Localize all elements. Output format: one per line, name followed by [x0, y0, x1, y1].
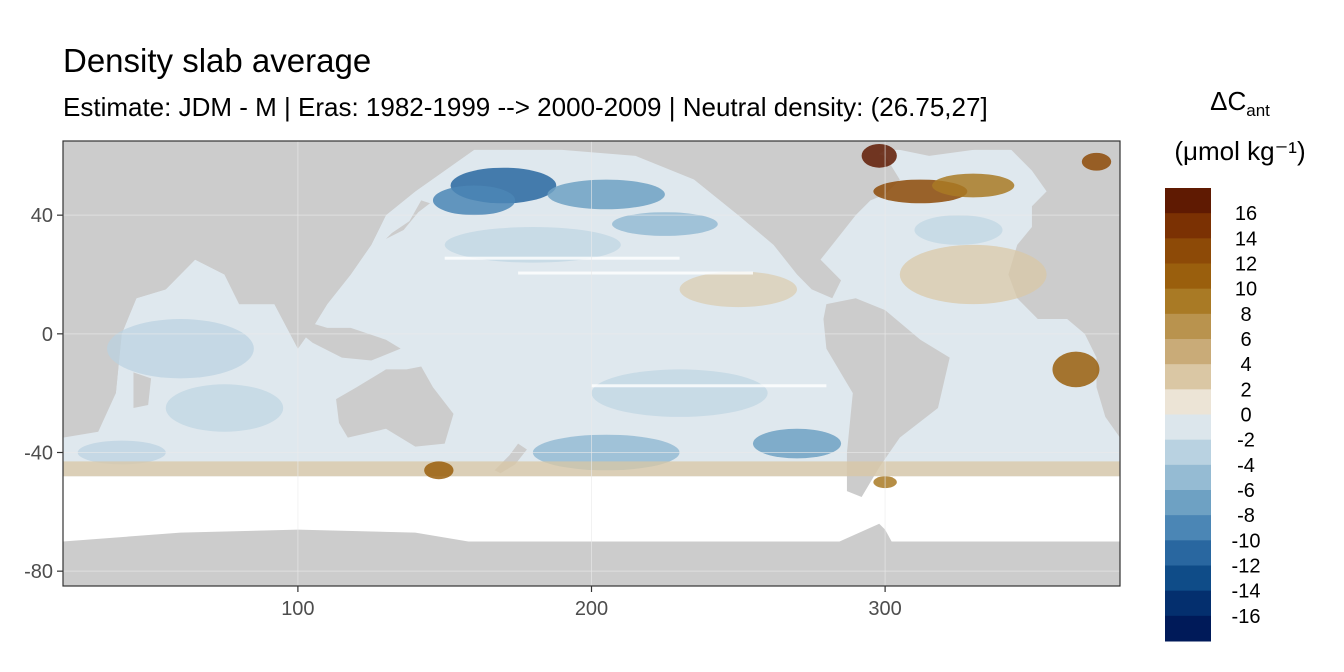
legend-title: ΔCant: [1160, 86, 1320, 121]
legend-swatch-8: [1165, 389, 1211, 415]
legend-swatch-13: [1165, 515, 1211, 541]
legend-break-label-11: -6: [1237, 480, 1255, 502]
y-tick-label-0: 40: [31, 205, 53, 227]
blob-labrador-high: [861, 143, 897, 168]
legend-swatch-11: [1165, 464, 1211, 491]
legend-break-label-7: 2: [1240, 379, 1251, 401]
y-tick-label-1: 0: [42, 324, 53, 346]
blob-np-low-2: [432, 185, 516, 216]
blob-atlantic-low: [914, 215, 1003, 245]
blob-sp-low-2: [752, 428, 842, 459]
legend-break-label-16: -16: [1232, 606, 1261, 628]
legend-title-main: ΔC: [1210, 86, 1247, 116]
legend-break-label-13: -10: [1232, 530, 1261, 552]
legend-break-label-9: -2: [1237, 430, 1255, 452]
blob-ep-warm: [679, 271, 798, 308]
legend-break-label-2: 12: [1235, 254, 1257, 276]
legend-break-label-5: 6: [1240, 329, 1251, 351]
legend-swatch-2: [1165, 238, 1211, 264]
legend-break-label-0: 16: [1235, 203, 1257, 225]
blob-np-low-5: [444, 227, 621, 263]
land-antarctica: [63, 523, 1120, 586]
legend-swatch-5: [1165, 313, 1211, 340]
legend-title-sub: ant: [1246, 101, 1270, 120]
chart-subtitle: Estimate: JDM - M | Eras: 1982-1999 --> …: [63, 92, 988, 122]
legend-break-label-14: -12: [1232, 556, 1261, 578]
land-north-america: [694, 141, 900, 299]
land-australia: [336, 366, 454, 447]
legend-swatch-4: [1165, 288, 1211, 315]
legend-swatch-3: [1165, 263, 1211, 290]
legend-units: (μmol kg⁻¹): [1174, 136, 1306, 166]
legend-swatch-9: [1165, 414, 1211, 441]
land-indonesia: [283, 319, 401, 361]
legend-break-label-8: 0: [1240, 405, 1251, 427]
legend-break-label-3: 10: [1235, 279, 1257, 301]
streak-1: [518, 271, 753, 275]
land-south-america: [823, 298, 950, 497]
y-tick-label-2: -40: [24, 443, 53, 465]
legend-swatch-17: [1165, 615, 1211, 642]
blob-indian-2: [165, 384, 284, 432]
legend-break-label-4: 8: [1240, 304, 1251, 326]
legend-break-label-10: -4: [1237, 455, 1255, 477]
legend-swatch-1: [1165, 213, 1211, 239]
blob-norwegian-high: [1081, 152, 1112, 171]
legend-break-label-1: 14: [1235, 228, 1257, 250]
y-tick-label-3: -80: [24, 561, 53, 583]
legend-swatch-14: [1165, 540, 1211, 566]
legend-swatch-10: [1165, 439, 1211, 466]
x-tick-label-2: 300: [868, 598, 901, 620]
legend-swatch-6: [1165, 339, 1211, 365]
x-tick-label-0: 100: [281, 598, 314, 620]
legend-swatch-0: [1165, 188, 1211, 214]
land-madagascar: [133, 372, 152, 408]
legend-swatch-15: [1165, 565, 1211, 592]
land-greenland: [885, 141, 1003, 156]
streak-2: [444, 256, 680, 260]
legend-break-label-12: -8: [1237, 505, 1255, 527]
blob-sp-low-3: [591, 369, 768, 417]
blob-na-high-2: [932, 173, 1015, 198]
land-japan: [385, 200, 431, 239]
legend-break-label-15: -14: [1232, 581, 1261, 603]
legend-swatch-16: [1165, 590, 1211, 617]
blob-np-low-4: [612, 212, 718, 236]
blob-atlantic-warm: [899, 244, 1047, 305]
x-tick-label-1: 200: [575, 598, 608, 620]
chart-title: Density slab average: [63, 42, 372, 79]
blob-np-low-3: [547, 179, 665, 210]
streak-3: [591, 384, 827, 388]
legend-break-label-6: 4: [1240, 354, 1251, 376]
blob-east-atlantic-high: [1052, 351, 1100, 388]
legend-swatch-12: [1165, 490, 1211, 516]
legend-swatch-7: [1165, 364, 1211, 390]
blob-tasman-high: [424, 461, 454, 480]
blob-indian-1: [107, 319, 254, 379]
